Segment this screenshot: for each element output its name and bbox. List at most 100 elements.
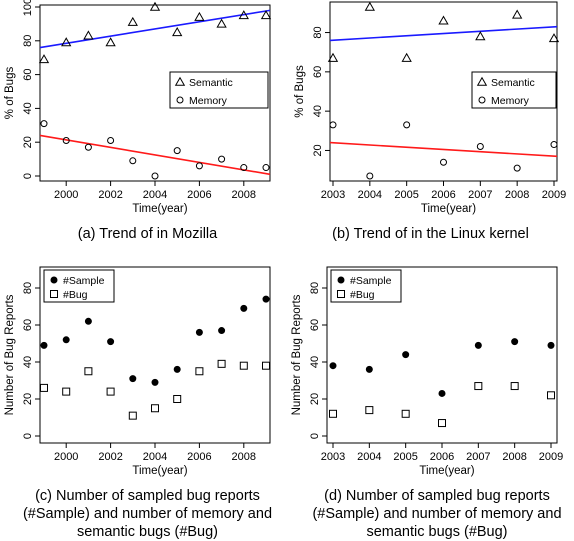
- data-point-memory-a: [129, 157, 137, 165]
- data-point-sample-d: [511, 338, 519, 346]
- trend-line-semantic-b: [329, 25, 558, 42]
- legend-label-sample-c: #Sample: [63, 275, 105, 287]
- data-point-bug-c: [84, 367, 93, 376]
- trend-line-memory-b: [329, 141, 558, 158]
- y-tick-label-c: 0: [22, 433, 34, 439]
- chart-c: 2000 2002 2004 2006 2008 0 20 40 60 80 Time(year) N…: [0, 262, 287, 482]
- data-point-memory-a: [262, 164, 270, 172]
- x-tick-label-b: 2004: [358, 189, 382, 201]
- legend-label-semantic-b: Semantic: [491, 77, 535, 89]
- legend-marker-memory-a: [176, 96, 184, 104]
- legend-c: [43, 269, 115, 303]
- legend-marker-bug-d: [337, 290, 345, 298]
- data-point-sample-c: [129, 375, 137, 383]
- y-tick-label-b: 40: [312, 105, 324, 117]
- data-point-bug-c: [239, 361, 248, 370]
- x-tick-label-c: 2000: [54, 451, 78, 463]
- y-tick-label-a: 80: [22, 35, 34, 47]
- legend-label-bug-c: #Bug: [63, 289, 88, 301]
- data-point-bug-d: [510, 382, 519, 391]
- data-point-semantic-a: [216, 18, 227, 28]
- y-tick-label-c: 40: [22, 356, 34, 368]
- legend-label-memory-b: Memory: [491, 95, 530, 107]
- data-point-semantic-a: [238, 10, 249, 20]
- legend-marker-sample-c: [50, 276, 58, 284]
- x-tick-label-b: 2005: [394, 189, 418, 201]
- data-point-sample-d: [438, 389, 446, 397]
- x-tick-label-b: 2006: [431, 189, 455, 201]
- x-tick-label-b: 2008: [505, 189, 529, 201]
- data-point-bug-d: [438, 419, 446, 428]
- data-point-memory-b: [440, 158, 447, 166]
- y-tick-label-a: 0: [22, 173, 34, 179]
- data-point-bug-d: [329, 409, 337, 418]
- data-point-memory-a: [173, 147, 181, 155]
- data-point-semantic-b: [401, 52, 412, 62]
- x-tick-label-d: 2009: [539, 451, 563, 463]
- data-point-sample-c: [40, 341, 48, 349]
- chart-d: 2003 2004 2005 2006 2007 2008 2009 0 20 40 60 80 Tim…: [287, 262, 574, 482]
- caption-c: (c) Number of sampled bug reports (#Samp…: [0, 487, 295, 541]
- y-tick-label-a: 40: [22, 102, 34, 114]
- data-point-sample-d: [329, 362, 337, 370]
- x-tick-label-a: 2008: [232, 189, 256, 201]
- y-tick-label-a: 60: [22, 68, 34, 80]
- x-tick-label-d: 2004: [357, 451, 381, 463]
- data-point-semantic-a: [83, 30, 94, 40]
- data-point-sample-d: [547, 341, 555, 349]
- y-tick-label-d: 20: [309, 393, 321, 405]
- data-point-semantic-b: [327, 52, 339, 62]
- x-tick-label-a: 2002: [98, 189, 122, 201]
- x-axis-label-c: Time(year): [132, 465, 187, 477]
- legend-a: [169, 71, 269, 109]
- data-point-semantic-b: [475, 31, 486, 41]
- legend-label-sample-d: #Sample: [350, 275, 392, 287]
- x-tick-label-d: 2007: [466, 451, 490, 463]
- data-point-sample-c: [107, 338, 115, 346]
- data-point-bug-c: [262, 361, 270, 370]
- legend-label-semantic-a: Semantic: [189, 77, 233, 89]
- x-tick-label-b: 2003: [321, 189, 345, 201]
- x-axis-label-d: Time(year): [419, 465, 474, 477]
- data-point-sample-d: [474, 341, 482, 349]
- y-tick-label-d: 0: [309, 433, 321, 439]
- chart-b-svg: 2003 2004 2005 2006 2007 2008 2009 20 40 60 80 Time…: [294, 1, 566, 215]
- caption-d-line2: (#Sample) and number of memory and: [312, 506, 562, 522]
- data-point-memory-b: [329, 121, 337, 129]
- data-point-sample-c: [151, 378, 159, 386]
- caption-c-line1: (c) Number of sampled bug reports: [35, 488, 260, 504]
- chart-a-svg: 2000 2002 2004 2006 2008 0 20 40 60 80 100 Time(yea…: [4, 0, 272, 215]
- legend-marker-sample-d: [337, 276, 345, 284]
- y-axis-label-a: % of Bugs: [4, 67, 16, 120]
- x-axis-label-a: Time(year): [132, 203, 187, 215]
- legend-marker-bug-c: [50, 290, 58, 298]
- x-tick-label-d: 2006: [430, 451, 454, 463]
- data-point-memory-a: [107, 137, 115, 145]
- x-tick-label-a: 2006: [187, 189, 211, 201]
- chart-a: 2000 2002 2004 2006 2008 0 20 40 60 80 100 Time(yea…: [0, 0, 287, 220]
- data-point-semantic-b: [438, 15, 449, 25]
- data-point-sample-c: [218, 327, 226, 335]
- data-point-bug-c: [173, 395, 182, 403]
- data-point-semantic-a: [149, 1, 161, 11]
- y-axis-label-d: Number of Bug Reports: [291, 294, 303, 415]
- caption-d-line1: (d) Number of sampled bug reports: [324, 488, 550, 504]
- x-tick-label-c: 2002: [98, 451, 122, 463]
- x-tick-label-d: 2008: [502, 451, 526, 463]
- y-tick-label-b: 60: [312, 66, 324, 78]
- data-point-bug-c: [106, 387, 115, 396]
- caption-d: (d) Number of sampled bug reports (#Samp…: [300, 487, 574, 541]
- x-tick-label-b: 2007: [468, 189, 492, 201]
- data-point-semantic-a: [172, 27, 183, 37]
- data-point-memory-a: [84, 143, 92, 151]
- data-point-semantic-a: [260, 10, 272, 20]
- x-tick-label-c: 2004: [143, 451, 167, 463]
- y-axis-label-c: Number of Bug Reports: [4, 294, 16, 415]
- data-point-bug-d: [401, 409, 410, 418]
- y-tick-label-c: 20: [22, 393, 34, 405]
- chart-b: 2003 2004 2005 2006 2007 2008 2009 20 40 60 80 Time…: [287, 0, 574, 220]
- x-tick-label-d: 2005: [393, 451, 417, 463]
- y-tick-label-c: 60: [22, 319, 34, 331]
- data-point-memory-a: [151, 172, 159, 180]
- data-point-memory-b: [366, 172, 374, 180]
